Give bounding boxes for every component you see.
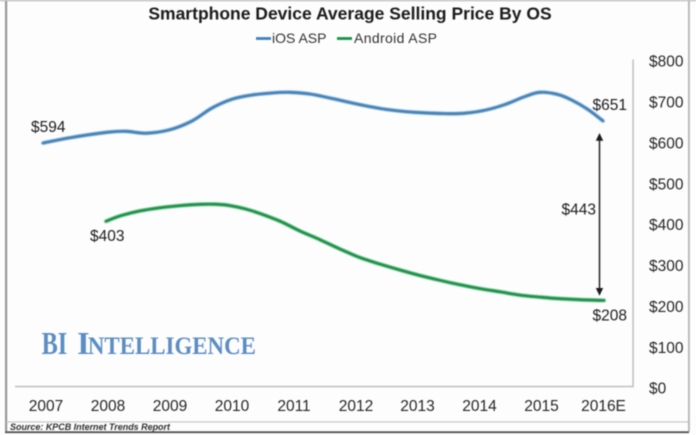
svg-text:$0: $0 [649, 381, 667, 398]
svg-text:$651: $651 [593, 97, 627, 114]
svg-text:$400: $400 [649, 217, 684, 234]
svg-text:I: I [77, 325, 89, 361]
svg-text:$200: $200 [649, 299, 684, 316]
svg-text:2011: 2011 [277, 398, 310, 415]
svg-text:Smartphone Device Average Sell: Smartphone Device Average Selling Price … [148, 4, 551, 24]
svg-text:2014: 2014 [462, 398, 497, 415]
svg-text:2015: 2015 [524, 398, 558, 415]
svg-text:$594: $594 [31, 119, 66, 136]
svg-text:Source: KPCB Internet Trends R: Source: KPCB Internet Trends Report [10, 422, 171, 432]
svg-text:2007: 2007 [29, 398, 63, 415]
svg-text:$100: $100 [649, 340, 684, 357]
svg-text:2013: 2013 [400, 398, 434, 415]
svg-text:$500: $500 [649, 176, 684, 193]
svg-text:BI: BI [42, 325, 68, 361]
svg-text:2009: 2009 [153, 398, 187, 415]
svg-text:$600: $600 [649, 135, 684, 152]
svg-text:iOS ASP: iOS ASP [272, 30, 326, 46]
svg-text:2012: 2012 [339, 398, 373, 415]
svg-text:$403: $403 [90, 228, 124, 245]
svg-text:NTELLIGENCE: NTELLIGENCE [88, 333, 256, 360]
svg-text:$300: $300 [649, 258, 684, 275]
svg-text:2016E: 2016E [581, 398, 626, 415]
svg-text:2010: 2010 [215, 398, 250, 415]
svg-text:Android ASP: Android ASP [354, 30, 437, 46]
svg-text:$208: $208 [593, 308, 627, 325]
svg-text:$800: $800 [649, 54, 684, 71]
svg-text:$700: $700 [649, 95, 684, 112]
svg-text:2008: 2008 [91, 398, 125, 415]
svg-text:$443: $443 [562, 202, 596, 219]
